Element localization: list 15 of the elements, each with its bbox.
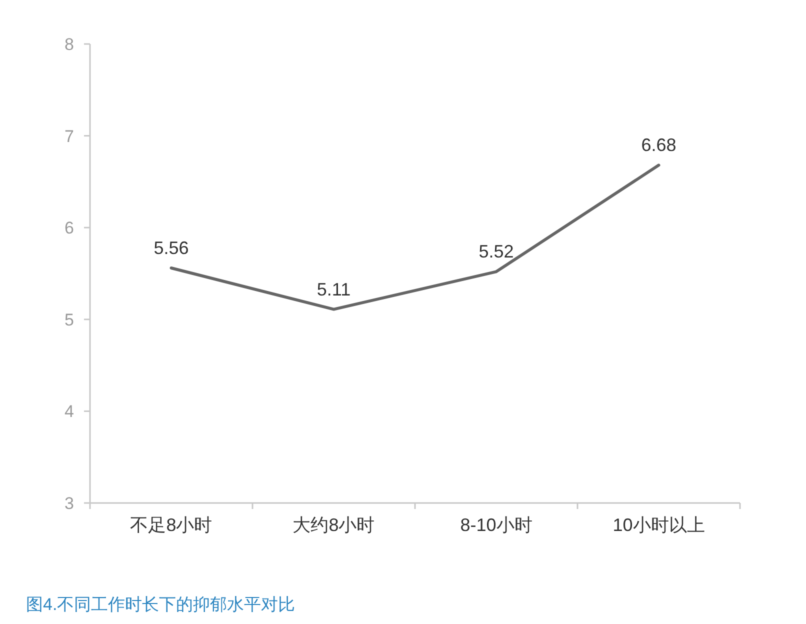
x-tick-label: 10小时以上 (612, 515, 705, 535)
data-label: 5.52 (478, 242, 514, 262)
x-tick-label: 不足8小时 (130, 515, 212, 535)
y-tick-label: 3 (64, 494, 74, 513)
y-tick-label: 4 (64, 402, 74, 422)
x-tick-label: 大约8小时 (292, 515, 375, 535)
y-tick-label: 8 (64, 34, 74, 54)
y-tick-label: 7 (64, 126, 74, 146)
data-label: 5.11 (316, 279, 351, 300)
data-label: 5.56 (154, 238, 189, 258)
y-tick-label: 5 (64, 310, 74, 330)
y-tick-label: 6 (64, 218, 74, 238)
text: 图4.不同工作时长下的抑郁水平对比 (26, 595, 296, 614)
x-tick-label: 8-10小时 (460, 515, 532, 535)
data-label: 6.68 (641, 135, 676, 156)
